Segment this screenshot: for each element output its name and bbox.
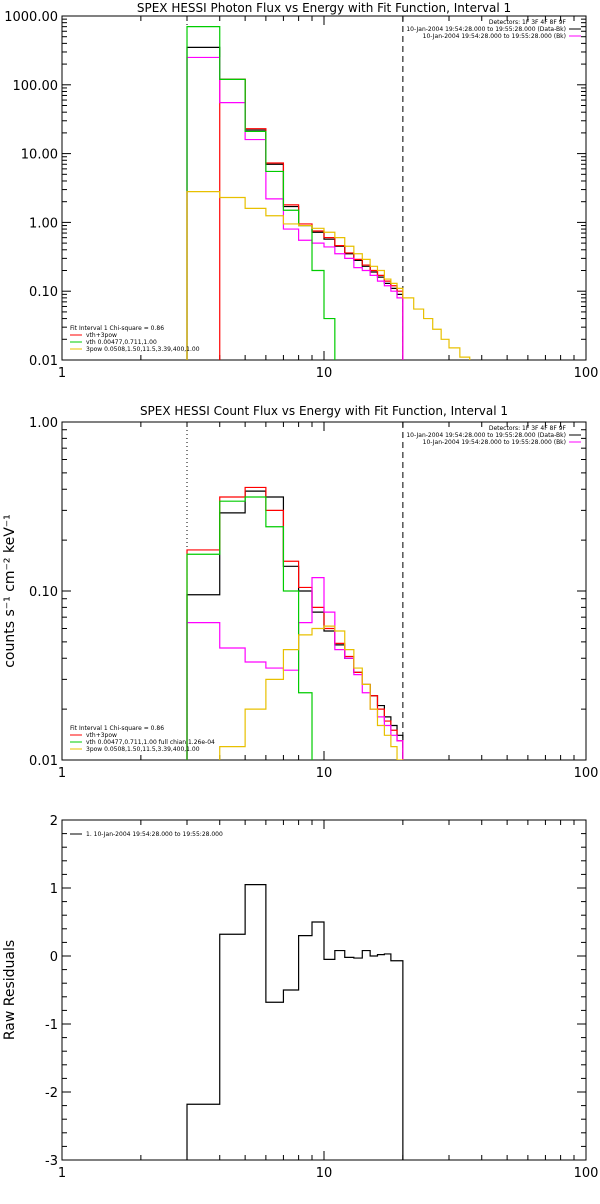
count-series-bk xyxy=(186,577,404,760)
y-tick-label: 2 xyxy=(50,814,58,829)
x-tick-label: 1 xyxy=(58,366,66,381)
residuals-ylabel: Raw Residuals xyxy=(2,940,18,1040)
y-tick-label: 1.00 xyxy=(29,416,58,431)
photon-header-line: 10-Jan-2004 19:54:28.000 to 19:55:28.000… xyxy=(423,33,566,40)
photon-title: SPEX HESSI Photon Flux vs Energy with Fi… xyxy=(137,1,511,15)
y-tick-label: 0 xyxy=(50,950,58,965)
x-tick-label: 1 xyxy=(58,1166,66,1181)
photon-series-data-bk xyxy=(186,46,404,360)
y-tick-label: 0.01 xyxy=(29,754,58,769)
count-series-3pow xyxy=(219,625,404,760)
count-legend-entry: Fit Interval 1 Chi-square = 0.86 xyxy=(70,725,164,732)
count-plot-area xyxy=(186,422,404,760)
count-legend-entry: vth+3pow xyxy=(86,732,117,739)
x-tick-label: 100 xyxy=(574,766,599,781)
y-tick-label: -2 xyxy=(45,1086,58,1101)
count-series-data-bk xyxy=(186,490,404,760)
count-x-axis: 1 10 100 xyxy=(58,422,599,781)
photon-header-line: Detectors: 1F 3F 4F 8F 9F xyxy=(489,19,567,26)
count-header-line: 10-Jan-2004 19:54:28.000 to 19:55:28.000… xyxy=(406,432,566,439)
photon-series-bk xyxy=(186,56,404,360)
y-tick-label: 1.00 xyxy=(29,216,58,231)
photon-y-axis: 0.01 0.10 1.00 10.00 100.00 1000.00 xyxy=(4,10,586,369)
photon-legend-entry: vth+3pow xyxy=(86,332,117,339)
y-tick-label: -1 xyxy=(45,1018,58,1033)
y-tick-label: 0.10 xyxy=(29,285,58,300)
photon-legend-entry: vth 0.00477,0.711,1.00 xyxy=(86,339,157,346)
residuals-plot-area xyxy=(186,884,404,1160)
count-header-line: 10-Jan-2004 19:54:28.000 to 19:55:28.000… xyxy=(423,439,566,446)
y-tick-label: -3 xyxy=(45,1154,58,1169)
y-tick-label: 0.01 xyxy=(29,354,58,369)
count-legend-entry: 3pow 0.0508,1.50,11.5,3.39,400,1.00 xyxy=(86,746,200,753)
photon-plot-area xyxy=(186,16,471,360)
count-series-vth xyxy=(186,496,313,760)
y-tick-label: 1000.00 xyxy=(4,10,58,25)
x-tick-label: 10 xyxy=(316,1166,333,1181)
photon-series-vth xyxy=(186,26,336,360)
count-series-vth-3pow xyxy=(186,486,404,760)
photon-series-vth-3pow xyxy=(219,78,404,360)
x-tick-label: 10 xyxy=(316,366,333,381)
count-panel: SPEX HESSI Count Flux vs Energy with Fit… xyxy=(2,404,599,781)
count-ylabel: counts s⁻¹ cm⁻² keV⁻¹ xyxy=(2,514,18,668)
x-tick-label: 100 xyxy=(574,366,599,381)
x-tick-label: 10 xyxy=(316,766,333,781)
residuals-y-axis: -3 -2 -1 0 1 2 xyxy=(45,814,586,1169)
count-y-axis: 0.01 0.10 1.00 xyxy=(29,416,586,769)
y-tick-label: 1 xyxy=(50,882,58,897)
count-title: SPEX HESSI Count Flux vs Energy with Fit… xyxy=(140,404,508,418)
photon-legend-entry: Fit Interval 1 Chi-square = 0.86 xyxy=(70,325,164,332)
residuals-legend-entry: 1. 10-Jan-2004 19:54:28.000 to 19:55:28.… xyxy=(86,831,223,838)
residuals-series-1-10-jan-2004-19-54-28-000-to-19-55-28-000 xyxy=(186,884,404,1160)
residuals-frame xyxy=(61,819,587,1161)
photon-header-line: 10-Jan-2004 19:54:28.000 to 19:55:28.000… xyxy=(406,26,566,33)
y-tick-label: 10.00 xyxy=(21,148,58,163)
photon-panel: SPEX HESSI Photon Flux vs Energy with Fi… xyxy=(4,1,598,381)
photon-series-3pow xyxy=(186,191,471,360)
x-tick-label: 100 xyxy=(574,1166,599,1181)
residuals-x-axis: 1 10 100 xyxy=(58,820,599,1181)
y-tick-label: 100.00 xyxy=(13,79,59,94)
count-header-line: Detectors: 1F 3F 4F 8F 9F xyxy=(489,425,567,432)
photon-legend-entry: 3pow 0.0508,1.50,11.5,3.39,400,1.00 xyxy=(86,346,200,353)
y-tick-label: 0.10 xyxy=(29,585,58,600)
x-tick-label: 1 xyxy=(58,766,66,781)
residuals-panel: Raw Residuals 1 10 100 -3 -2 -1 0 1 2 1. 10-Jan-20… xyxy=(2,814,598,1181)
count-legend-entry: vth 0.00477,0.711,1.00 full chian 1.26e-… xyxy=(86,739,215,746)
